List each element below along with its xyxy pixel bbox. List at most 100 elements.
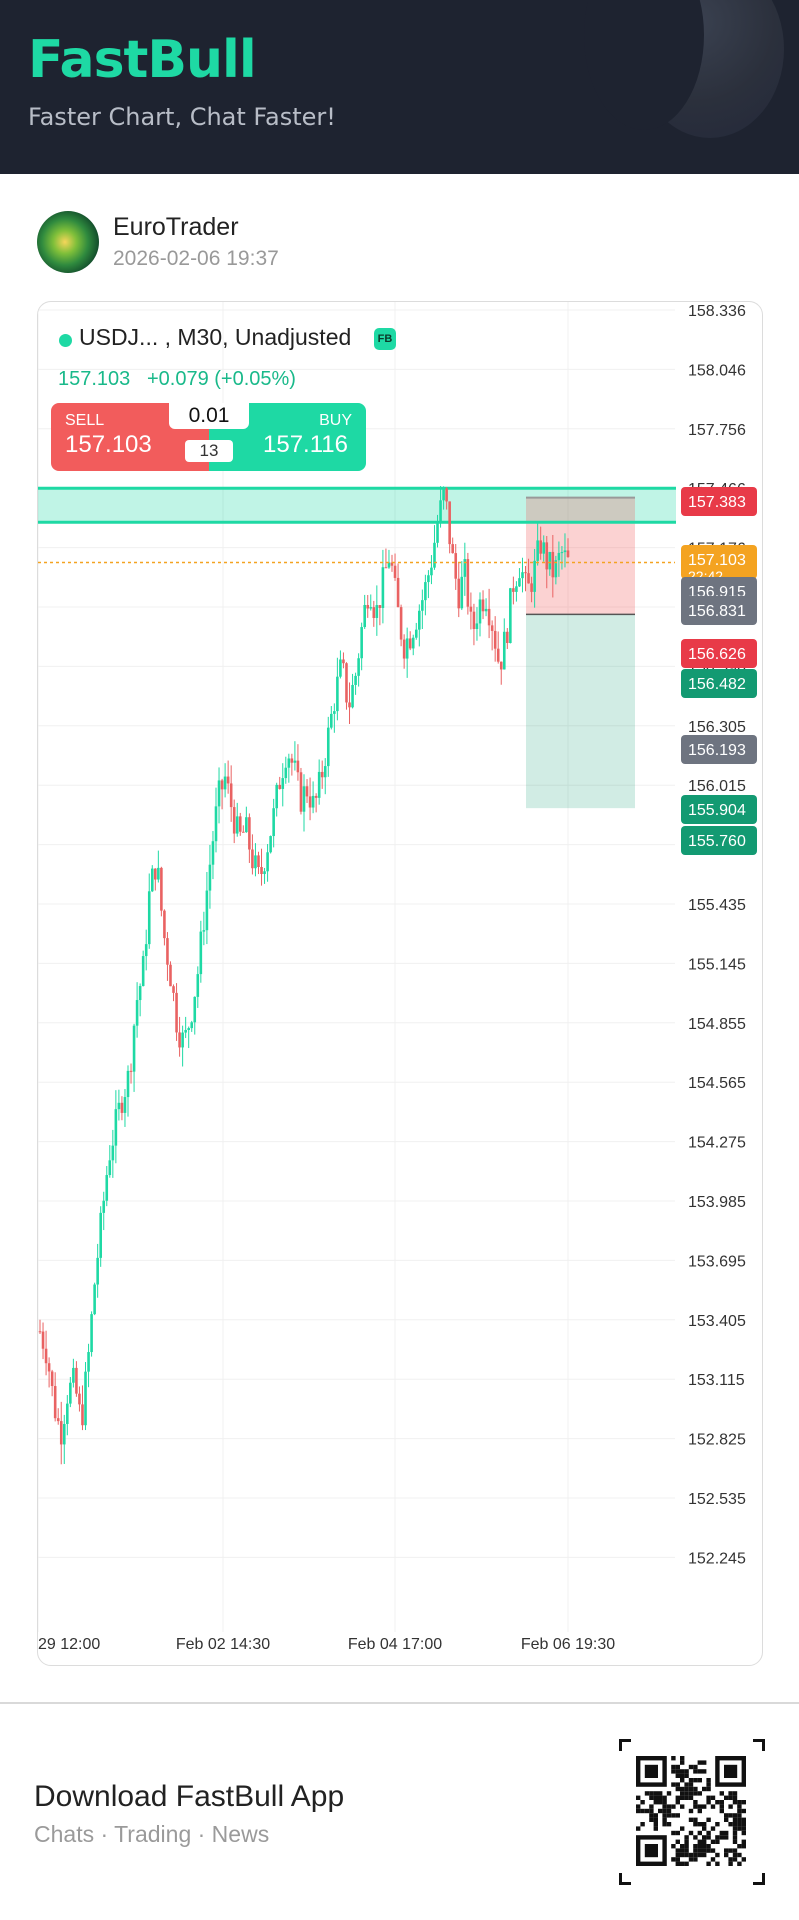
download-title[interactable]: Download FastBull App [34, 1780, 345, 1813]
candle-body [314, 795, 318, 798]
y-tick-label: 152.825 [688, 1432, 746, 1449]
candle-body [226, 776, 230, 784]
candle-body [369, 607, 373, 609]
candle-body [87, 1352, 90, 1372]
candle-body [418, 610, 421, 630]
candle-body [217, 780, 221, 807]
candle-body [396, 577, 400, 608]
symbol-title[interactable]: USDJ... , M30, Unadjusted [79, 324, 352, 350]
price-label-text: 156.831 [688, 603, 746, 620]
candle-body [524, 572, 527, 574]
candle-body [515, 586, 518, 592]
candle-body [472, 611, 476, 630]
candle-body [533, 560, 536, 592]
fb-badge: FB [374, 328, 396, 350]
candle-body [78, 1393, 81, 1405]
candle-body [512, 588, 515, 592]
last-price: 157.103 [58, 368, 131, 390]
candle-body [378, 605, 382, 608]
candle-body [196, 974, 200, 997]
candle-body [238, 816, 242, 832]
candle-body [496, 648, 500, 662]
candle-body [405, 638, 409, 659]
price-chart[interactable]: 158.336158.046157.756157.466157.176156.8… [38, 302, 762, 1665]
buy-price: 157.116 [263, 431, 348, 458]
qr-code[interactable] [619, 1739, 765, 1885]
y-tick-label: 155.145 [688, 956, 746, 973]
candle-body [317, 771, 321, 798]
candle-body [336, 676, 339, 712]
y-tick-label: 153.405 [688, 1313, 746, 1330]
candle-body [111, 1145, 115, 1161]
market-status-dot [59, 334, 72, 347]
candle-body [220, 780, 224, 790]
candle-body [445, 488, 448, 502]
candle-body [399, 607, 403, 640]
candle-body [175, 992, 178, 1033]
candle-body [181, 1032, 184, 1048]
candle-body [214, 806, 218, 842]
candle-body [290, 758, 294, 763]
candle-body [208, 864, 212, 891]
candle-body [345, 663, 348, 703]
y-tick-label: 158.336 [688, 303, 746, 320]
candle-body [193, 996, 197, 1023]
candle-body [366, 604, 370, 609]
candle-body [360, 627, 363, 659]
candle-body [478, 599, 482, 624]
candle-body [339, 659, 342, 677]
y-tick-label: 153.695 [688, 1253, 746, 1270]
candle-body [566, 550, 570, 558]
candle-body [202, 930, 206, 932]
candle-body [141, 956, 145, 987]
y-tick-label: 153.985 [688, 1194, 746, 1211]
avatar[interactable] [37, 211, 99, 273]
x-tick-label: Feb 04 17:00 [348, 1636, 442, 1653]
candle-body [132, 1025, 136, 1072]
candle-body [463, 559, 467, 577]
candle-body [381, 567, 385, 608]
x-tick-label: Feb 02 14:30 [176, 1636, 270, 1653]
candle-body [530, 583, 533, 592]
candle-body [560, 552, 564, 554]
candle-body [509, 588, 512, 643]
candle-body [266, 852, 269, 872]
candle-body [363, 604, 366, 628]
price-label-text: 155.904 [688, 802, 746, 819]
candle-body [354, 675, 357, 685]
download-subtitle: Chats · Trading · News [34, 1821, 270, 1847]
candle-body [384, 567, 388, 569]
candle-body [211, 841, 215, 865]
candle-body [184, 1029, 187, 1033]
candle-body [311, 795, 315, 808]
candle-body [84, 1371, 87, 1426]
candle-body [554, 560, 558, 578]
candle-body [272, 808, 275, 837]
candle-body [278, 784, 282, 789]
lot-size-input[interactable]: 0.01 [169, 403, 249, 429]
candle-body [387, 562, 391, 568]
candle-body [563, 550, 567, 553]
price-label-badge [681, 826, 757, 855]
candle-body [123, 1097, 127, 1113]
candle-body [342, 659, 345, 664]
candle-body [166, 938, 169, 965]
candle-body [117, 1102, 121, 1110]
candle-body [53, 1386, 57, 1419]
stop-zone [526, 497, 635, 615]
candle-body [169, 964, 172, 987]
candle-body [430, 567, 433, 576]
candle-body [375, 605, 379, 618]
candle-body [245, 817, 248, 833]
chart-card[interactable]: 158.336158.046157.756157.466157.176156.8… [37, 301, 763, 1666]
price-label-text: 155.760 [688, 833, 746, 850]
candle-body [390, 562, 394, 566]
candle-body [402, 639, 406, 659]
candle-body [308, 796, 312, 808]
candle-body [235, 816, 239, 834]
spread-badge: 13 [185, 440, 233, 462]
price-label-text: 157.383 [688, 494, 746, 511]
y-tick-label: 154.855 [688, 1016, 746, 1033]
author-name[interactable]: EuroTrader [113, 213, 239, 241]
candle-body [499, 661, 503, 670]
